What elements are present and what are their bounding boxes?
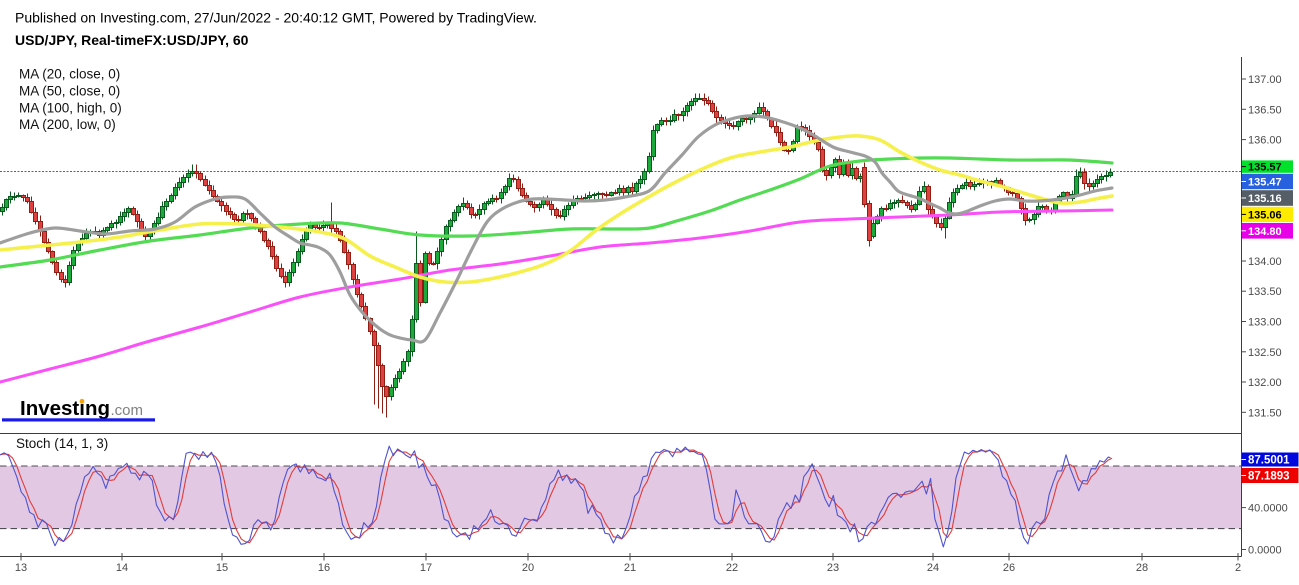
svg-text:132.00: 132.00 [1248, 377, 1282, 389]
svg-text:Stoch (14, 1, 3): Stoch (14, 1, 3) [16, 436, 108, 451]
svg-text:24: 24 [927, 562, 939, 574]
svg-text:135.06: 135.06 [1248, 209, 1282, 221]
svg-text:MA (100, high, 0): MA (100, high, 0) [19, 100, 122, 115]
svg-text:134.00: 134.00 [1248, 256, 1282, 268]
svg-text:135.47: 135.47 [1248, 177, 1282, 189]
svg-text:133.00: 133.00 [1248, 317, 1282, 329]
svg-text:16: 16 [318, 562, 330, 574]
svg-text:MA (20, close, 0): MA (20, close, 0) [19, 67, 120, 82]
svg-text:22: 22 [726, 562, 738, 574]
svg-text:15: 15 [216, 562, 228, 574]
svg-text:17: 17 [420, 562, 432, 574]
svg-text:20: 20 [522, 562, 534, 574]
svg-text:2: 2 [1235, 562, 1241, 574]
svg-text:87.1893: 87.1893 [1248, 471, 1290, 483]
svg-text:23: 23 [827, 562, 839, 574]
svg-text:136.50: 136.50 [1248, 104, 1282, 116]
svg-text:40.0000: 40.0000 [1248, 503, 1288, 515]
svg-text:87.5001: 87.5001 [1248, 455, 1290, 467]
svg-text:USD/JPY, Real-timeFX:USD/JPY,: USD/JPY, Real-timeFX:USD/JPY, 60 [15, 32, 249, 48]
svg-text:Investing: Investing [20, 397, 110, 420]
svg-text:Published on Investing.com, 27: Published on Investing.com, 27/Jun/2022 … [15, 10, 537, 26]
svg-text:131.50: 131.50 [1248, 407, 1282, 419]
svg-text:132.50: 132.50 [1248, 347, 1282, 359]
svg-text:135.57: 135.57 [1248, 162, 1282, 174]
svg-text:133.50: 133.50 [1248, 286, 1282, 298]
svg-text:14: 14 [116, 562, 128, 574]
svg-text:.com: .com [111, 402, 144, 419]
svg-text:134.80: 134.80 [1248, 226, 1282, 238]
svg-text:136.00: 136.00 [1248, 135, 1282, 147]
svg-text:0.0000: 0.0000 [1248, 545, 1282, 557]
svg-text:26: 26 [1003, 562, 1015, 574]
svg-text:28: 28 [1136, 562, 1148, 574]
svg-text:13: 13 [15, 562, 27, 574]
svg-text:21: 21 [624, 562, 636, 574]
svg-text:MA (200, low, 0): MA (200, low, 0) [19, 117, 116, 132]
svg-text:137.00: 137.00 [1248, 74, 1282, 86]
svg-text:MA (50, close, 0): MA (50, close, 0) [19, 84, 120, 99]
svg-text:135.16: 135.16 [1248, 193, 1282, 205]
